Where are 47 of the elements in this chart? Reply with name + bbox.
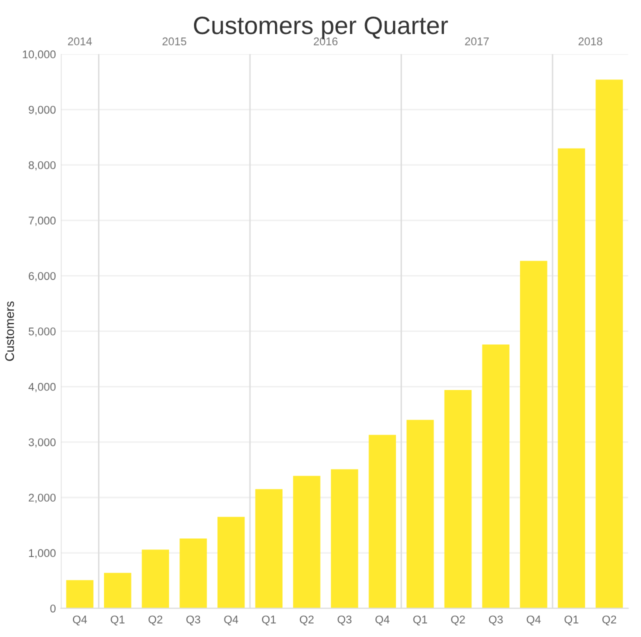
bar — [255, 489, 283, 608]
bar — [482, 344, 510, 608]
x-tick-label: Q4 — [526, 616, 541, 626]
bar — [293, 476, 320, 608]
x-tick-label: Q2 — [148, 616, 162, 626]
bar — [596, 80, 623, 608]
x-tick-label: Q1 — [262, 616, 276, 626]
text: 2017 — [465, 37, 489, 46]
x-tick-label: Q3 — [338, 616, 352, 626]
y-tick-label: 2,000 — [28, 494, 56, 503]
y-tick-label: 1,000 — [29, 549, 56, 558]
bar — [104, 572, 132, 608]
x-tick-label: Q2 — [602, 616, 616, 626]
bar — [180, 538, 207, 608]
y-tick-label: 3,000 — [28, 438, 56, 448]
text: 2016 — [314, 37, 338, 46]
bar — [217, 516, 245, 608]
bar — [330, 469, 358, 608]
bar — [142, 550, 170, 608]
x-tick-label: Q1 — [413, 616, 428, 626]
x-tick-label: Q3 — [186, 616, 200, 626]
bar — [444, 390, 472, 608]
y-tick-label: 4,000 — [28, 382, 56, 392]
bar — [368, 434, 396, 608]
x-tick-label: Q4 — [72, 616, 87, 626]
y-tick-label: 7,000 — [28, 216, 56, 226]
y-axis-title: Customers — [5, 301, 14, 361]
y-tick-label: 9,000 — [28, 106, 56, 116]
x-tick-label: Q2 — [451, 616, 465, 626]
x-tick-label: Q4 — [224, 616, 238, 626]
y-tick-label: 10,000 — [22, 50, 56, 60]
bar — [558, 148, 586, 608]
x-tick-label: Q2 — [300, 616, 314, 626]
x-tick-label: Q3 — [488, 616, 503, 626]
y-tick-label: 6,000 — [28, 272, 56, 282]
y-tick-label: 0 — [50, 604, 56, 612]
bar — [66, 580, 94, 608]
text: 2018 — [578, 37, 602, 46]
bar — [520, 260, 548, 608]
x-tick-label: Q1 — [110, 616, 124, 626]
x-tick-label: Q4 — [375, 616, 390, 626]
bar — [406, 420, 434, 608]
x-tick-label: Q1 — [564, 616, 578, 626]
y-tick-label: 5,000 — [28, 328, 56, 337]
y-tick-label: 8,000 — [28, 161, 56, 170]
text: 2015 — [162, 37, 186, 46]
text: 2014 — [68, 37, 92, 46]
